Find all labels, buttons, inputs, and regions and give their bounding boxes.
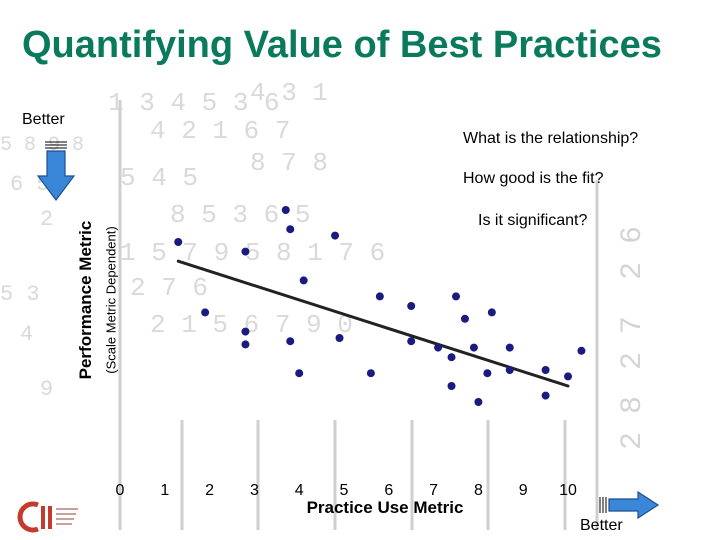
svg-text:8 5 3 6 5: 8 5 3 6 5 xyxy=(170,200,310,230)
data-point xyxy=(474,398,483,406)
data-point xyxy=(407,302,416,310)
svg-text:2: 2 xyxy=(40,207,53,232)
data-point xyxy=(299,276,308,285)
data-point xyxy=(241,247,250,256)
x-tick-label: 2 xyxy=(205,482,214,499)
data-point xyxy=(331,231,340,240)
x-tick-label: 1 xyxy=(160,482,169,499)
data-point xyxy=(452,292,460,301)
data-point xyxy=(241,327,250,336)
data-point xyxy=(174,238,183,246)
svg-text:2 7 6: 2 7 6 xyxy=(130,273,208,303)
down-arrow-icon xyxy=(36,141,76,201)
svg-text:1 3 4 5 3 6: 1 3 4 5 3 6 xyxy=(108,88,280,118)
data-point xyxy=(407,337,416,346)
data-point xyxy=(295,369,304,378)
x-tick-label: 5 xyxy=(340,482,349,499)
data-point xyxy=(541,391,550,400)
data-point xyxy=(281,206,290,214)
data-point xyxy=(447,382,456,390)
data-point xyxy=(577,346,586,355)
data-point xyxy=(564,372,572,381)
data-point xyxy=(505,343,514,352)
right-arrow-icon xyxy=(599,490,660,520)
x-tick-label: 4 xyxy=(295,482,304,499)
data-point xyxy=(469,343,478,352)
svg-text:2 1 5 6 7 9 0: 2 1 5 6 7 9 0 xyxy=(150,310,353,340)
data-point xyxy=(505,366,514,374)
better-label-vertical: Better xyxy=(22,111,65,128)
svg-text:5 4 5: 5 4 5 xyxy=(120,163,198,193)
svg-text:2 8: 2 8 xyxy=(616,396,650,450)
data-point xyxy=(447,353,456,362)
x-tick-label: 0 xyxy=(116,482,125,499)
cii-logo xyxy=(17,501,78,533)
svg-text:2 6: 2 6 xyxy=(616,226,650,280)
svg-text:1 5 7 9 5 8 1 7 6: 1 5 7 9 5 8 1 7 6 xyxy=(120,238,385,268)
data-point xyxy=(483,369,492,378)
x-tick-label: 10 xyxy=(559,482,577,499)
data-point xyxy=(541,366,550,374)
svg-text:2 7: 2 7 xyxy=(616,316,650,370)
question-relationship: What is the relationship? xyxy=(463,130,639,147)
question-fit: How good is the fit? xyxy=(463,170,604,187)
x-tick-label: 7 xyxy=(429,482,438,499)
data-point xyxy=(487,308,496,317)
question-significance: Is it significant? xyxy=(478,212,588,229)
x-tick-label: 3 xyxy=(250,482,259,499)
x-tick-label: 9 xyxy=(519,482,528,499)
data-point xyxy=(335,334,344,342)
slide-title: Quantifying Value of Best Practices xyxy=(22,24,662,66)
data-point xyxy=(286,225,295,234)
x-tick-label: 6 xyxy=(384,482,393,499)
x-axis-label: Practice Use Metric xyxy=(306,498,464,517)
svg-text:5 3: 5 3 xyxy=(0,282,40,307)
better-label-horizontal: Better xyxy=(580,517,623,534)
data-point xyxy=(460,314,469,323)
svg-text:4: 4 xyxy=(20,322,33,347)
trendline xyxy=(176,259,570,388)
svg-text:8 7 8: 8 7 8 xyxy=(250,148,328,178)
data-point xyxy=(286,337,295,346)
x-axis-ticks: 0 1 2 3 4 5 6 7 8 9 10 xyxy=(116,482,577,499)
svg-text:4 3 1: 4 3 1 xyxy=(250,78,328,108)
data-point xyxy=(241,340,250,349)
data-points xyxy=(174,206,586,406)
svg-text:4 2 1 6 7: 4 2 1 6 7 xyxy=(150,116,290,146)
svg-text:9: 9 xyxy=(40,377,53,402)
data-point xyxy=(201,308,210,317)
data-point xyxy=(375,292,384,301)
data-point xyxy=(434,343,443,352)
x-tick-label: 8 xyxy=(474,482,483,499)
data-point xyxy=(366,369,375,378)
